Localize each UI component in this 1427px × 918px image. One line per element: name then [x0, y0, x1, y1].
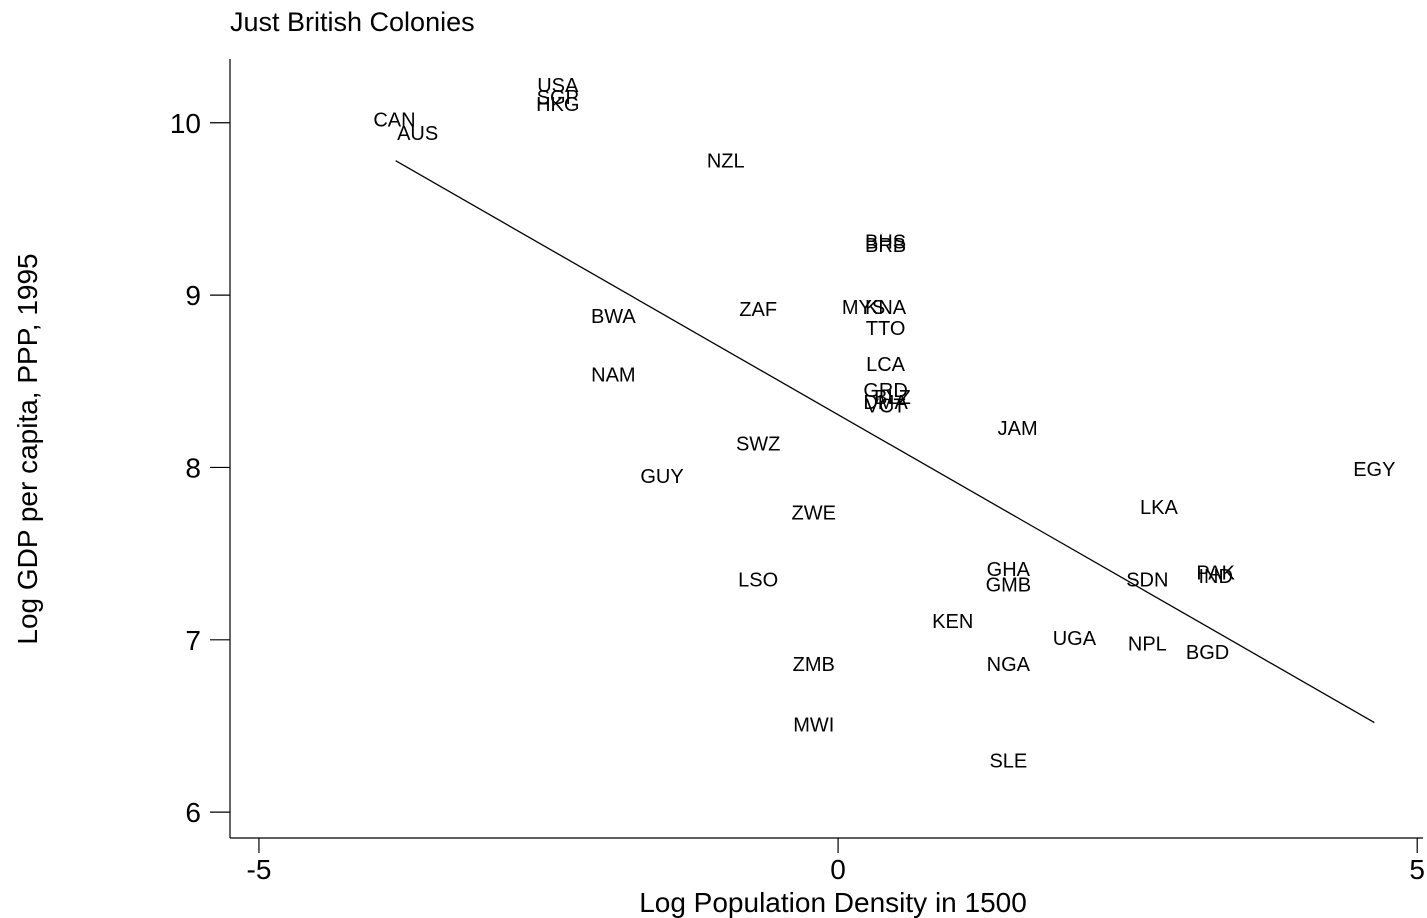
x-tick-label: 5 [1409, 854, 1425, 885]
point-label-blz: BLZ [874, 387, 911, 409]
point-label-nga: NGA [987, 654, 1031, 676]
point-label-pak: PAK [1196, 563, 1235, 585]
point-label-mwi: MWI [793, 714, 834, 736]
y-tick-label: 9 [185, 280, 201, 311]
point-label-uga: UGA [1053, 628, 1097, 650]
point-label-nam: NAM [591, 364, 635, 386]
point-label-bwa: BWA [591, 306, 636, 328]
point-label-lca: LCA [866, 354, 906, 376]
point-label-swz: SWZ [736, 433, 780, 455]
point-label-ken: KEN [932, 611, 973, 633]
point-label-can: CAN [373, 109, 415, 131]
point-label-npl: NPL [1128, 633, 1167, 655]
point-label-brb: BRB [865, 235, 906, 257]
y-tick-label: 6 [185, 797, 201, 828]
point-label-hkg: HKG [536, 94, 579, 116]
point-label-sdn: SDN [1126, 569, 1168, 591]
point-label-gha: GHA [987, 559, 1031, 581]
point-label-zaf: ZAF [739, 299, 777, 321]
point-label-tto: TTO [866, 318, 906, 340]
point-label-zwe: ZWE [792, 502, 836, 524]
point-label-egy: EGY [1353, 459, 1395, 481]
y-tick-label: 10 [170, 108, 201, 139]
point-label-grd: GRD [863, 380, 907, 402]
fitted-regression-line [395, 160, 1375, 724]
point-label-lso: LSO [738, 569, 778, 591]
point-label-guy: GUY [640, 466, 683, 488]
x-axis-label: Log Population Density in 1500 [639, 887, 1027, 918]
x-tick-label: -5 [247, 854, 272, 885]
point-label-lka: LKA [1140, 497, 1178, 519]
point-label-jam: JAM [998, 418, 1038, 440]
point-label-usa: USA [537, 75, 579, 97]
y-axis-label: Log GDP per capita, PPP, 1995 [12, 253, 43, 644]
point-label-bhs: BHS [865, 232, 906, 254]
point-label-gmb: GMB [986, 575, 1032, 597]
point-label-dma: DMA [863, 392, 908, 414]
x-axis-ticks: -5 0 5 [247, 838, 1425, 885]
y-axis-ticks: 6 7 8 9 10 [170, 108, 230, 828]
point-label-kna: KNA [865, 297, 907, 319]
point-label-sle: SLE [989, 750, 1027, 772]
point-label-zmb: ZMB [793, 654, 835, 676]
point-label-sgp: SGP [537, 87, 579, 109]
y-tick-label: 8 [185, 452, 201, 483]
chart-title: Just British Colonies [230, 7, 475, 37]
point-label-mys: MYS [842, 297, 885, 319]
x-tick-label: 0 [830, 854, 846, 885]
point-label-nzl: NZL [707, 151, 745, 173]
point-label-aus: AUS [397, 123, 438, 145]
point-label-vct: VCT [866, 395, 906, 417]
point-label-bgd: BGD [1186, 642, 1229, 664]
y-tick-label: 7 [185, 625, 201, 656]
point-label-ind: IND [1198, 566, 1232, 588]
